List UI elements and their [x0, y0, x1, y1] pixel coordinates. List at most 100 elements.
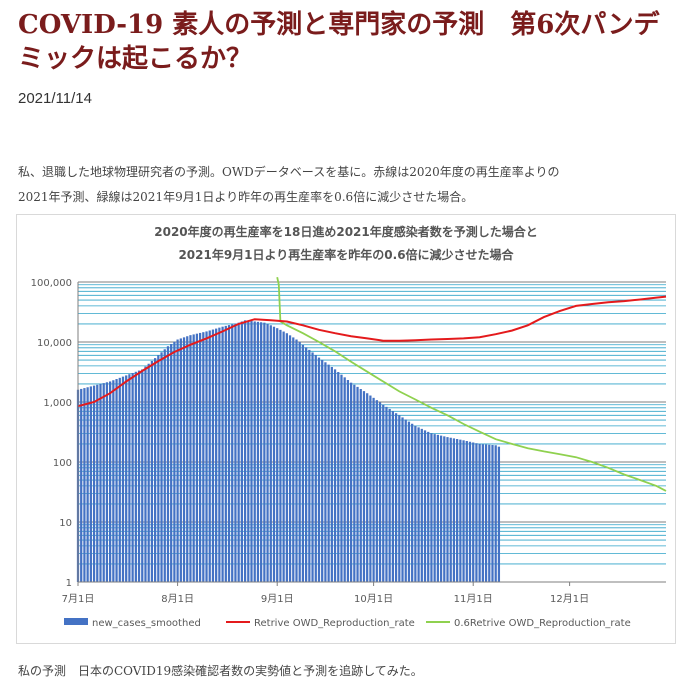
bar: [115, 379, 118, 582]
bar: [446, 437, 449, 582]
green-line: [276, 277, 667, 492]
bars-series: [76, 320, 501, 582]
bar: [491, 445, 494, 582]
bar: [375, 400, 378, 582]
bar: [173, 341, 176, 582]
x-tick-label: 11月1日: [454, 593, 493, 605]
bar: [282, 331, 285, 582]
bar: [260, 322, 263, 582]
bar: [359, 389, 362, 582]
y-axis: 1 10 100 1,000 10,000 100,000: [31, 278, 79, 589]
bar: [182, 337, 186, 582]
bar: [224, 325, 227, 582]
bar: [414, 425, 417, 582]
bar: [378, 402, 382, 582]
bar: [134, 371, 137, 582]
legend-swatch-bars: [64, 618, 88, 625]
x-tick-label: 8月1日: [161, 593, 194, 605]
bar: [211, 329, 215, 582]
bar: [240, 321, 243, 582]
bar: [337, 372, 340, 582]
bar: [459, 439, 462, 582]
bar: [311, 352, 314, 582]
line-series: [77, 277, 667, 492]
bar: [250, 321, 253, 582]
bar: [176, 339, 179, 582]
bar: [488, 444, 491, 582]
bar: [401, 417, 404, 582]
bar: [382, 404, 385, 582]
bar: [321, 359, 324, 582]
bar: [308, 349, 311, 582]
bar: [170, 344, 173, 582]
footer-paragraph: 私の予測 日本のCOVID19感染確認者数の実勢値と予測を追跡してみた。: [18, 664, 423, 678]
bar: [163, 349, 166, 582]
bar: [449, 437, 452, 582]
bar: [102, 383, 105, 582]
bar: [109, 381, 112, 582]
bar: [478, 443, 481, 582]
bar: [292, 337, 295, 582]
bar: [494, 445, 497, 582]
intro-line-1: 私、退職した地球物理研究者の予測。OWDデータベースを基に。赤線は2020年度の…: [18, 165, 560, 179]
bar: [266, 323, 269, 582]
bar: [475, 443, 478, 582]
y-tick-label: 1,000: [43, 398, 72, 409]
page-title: COVID-19 素人の予測と専門家の予測 第6次パンデミックは起こるか？: [18, 10, 660, 74]
gridlines: [78, 281, 666, 583]
bar: [144, 366, 147, 582]
bar: [443, 436, 446, 582]
bar: [234, 323, 237, 582]
bar: [89, 386, 92, 582]
bar: [256, 321, 260, 582]
bar: [105, 382, 109, 582]
bar: [330, 367, 333, 582]
bar: [153, 358, 157, 582]
bar: [411, 423, 414, 582]
bar: [462, 440, 465, 582]
bar: [301, 344, 305, 582]
bar: [372, 397, 375, 582]
y-tick-label: 10: [59, 518, 72, 529]
bar: [83, 388, 86, 582]
y-tick-label: 10,000: [37, 338, 72, 349]
bar: [253, 321, 256, 582]
bar: [327, 364, 330, 582]
bar: [128, 374, 131, 582]
chart-title-line-2: 2021年9月1日より再生産率を昨年の0.6倍に減少させた場合: [178, 247, 514, 262]
x-axis: 7月1日 8月1日 9月1日 10月1日 11月1日 12月1日: [62, 581, 666, 605]
red-line: [77, 295, 667, 408]
y-tick-label: 1: [66, 578, 72, 589]
legend-label: Retrive OWD_Reproduction_rate: [254, 618, 415, 629]
bar: [388, 408, 391, 582]
bar: [394, 413, 398, 582]
bar: [227, 325, 231, 582]
bar: [272, 326, 276, 582]
bar: [121, 376, 125, 582]
bar: [420, 428, 423, 582]
bar: [247, 320, 250, 582]
bar: [99, 383, 102, 582]
bar: [198, 332, 202, 582]
y-tick-label: 100,000: [31, 278, 72, 289]
bar: [147, 363, 150, 582]
bar: [407, 421, 411, 582]
bar: [166, 346, 170, 582]
bar: [314, 355, 317, 582]
y-tick-label: 100: [53, 458, 72, 469]
chart-title-line-1: 2020年度の再生産率を18日進め2021年度感染者数を予測した場合と: [154, 224, 538, 239]
bar: [192, 334, 195, 582]
chart-frame: [16, 214, 676, 644]
intro-paragraph: 私、退職した地球物理研究者の予測。OWDデータベースを基に。赤線は2020年度の…: [18, 160, 668, 210]
bar: [369, 395, 372, 582]
bar: [218, 327, 221, 582]
bar: [215, 328, 218, 582]
bar: [263, 322, 266, 582]
chart-container: 2020年度の再生産率を18日進め2021年度感染者数を予測した場合と 2021…: [16, 214, 676, 644]
legend: new_cases_smoothed Retrive OWD_Reproducti…: [64, 618, 631, 629]
bar: [195, 333, 199, 582]
bar: [160, 352, 163, 582]
bar: [298, 342, 301, 582]
bar: [324, 362, 327, 582]
bar: [468, 441, 472, 582]
